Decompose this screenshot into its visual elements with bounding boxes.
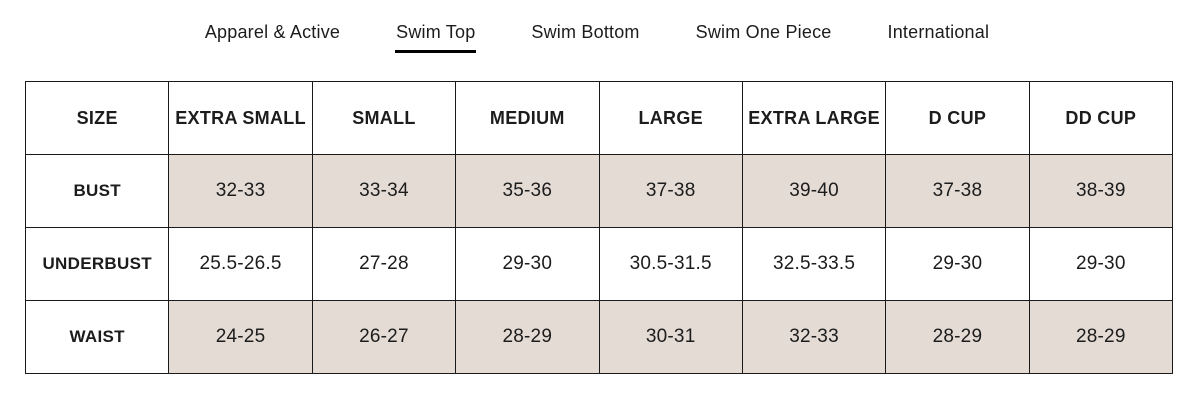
tab-swim-top[interactable]: Swim Top <box>395 22 477 53</box>
column-header-dd-cup: DD CUP <box>1028 81 1174 155</box>
table-row-waist: WAIST 24-25 26-27 28-29 30-31 32-33 28-29 28-29 <box>24 300 1174 374</box>
cell-bust-dd-cup: 38-39 <box>1028 154 1174 228</box>
size-chart-tabs: Apparel & Active Swim Top Swim Bottom Swim … <box>0 0 1194 81</box>
cell-underbust-dd-cup: 29-30 <box>1028 227 1174 301</box>
cell-underbust-medium: 29-30 <box>455 227 600 301</box>
row-label-waist: WAIST <box>24 300 170 374</box>
size-chart-table: SIZE EXTRA SMALL SMALL MEDIUM LARGE EXTRA LAR… <box>24 81 1174 374</box>
cell-underbust-d-cup: 29-30 <box>885 227 1030 301</box>
cell-waist-extra-small: 24-25 <box>168 300 313 374</box>
cell-bust-extra-large: 39-40 <box>741 154 887 228</box>
column-header-large: LARGE <box>598 81 743 155</box>
table-row-bust: BUST 32-33 33-34 35-36 37-38 39-40 37-38 38-39 <box>24 154 1174 228</box>
column-header-medium: MEDIUM <box>455 81 600 155</box>
tab-apparel-active[interactable]: Apparel & Active <box>204 22 341 53</box>
cell-underbust-extra-small: 25.5-26.5 <box>168 227 313 301</box>
cell-waist-dd-cup: 28-29 <box>1028 300 1174 374</box>
cell-underbust-large: 30.5-31.5 <box>598 227 743 301</box>
column-header-extra-large: EXTRA LARGE <box>741 81 887 155</box>
cell-bust-small: 33-34 <box>311 154 457 228</box>
column-header-small: SMALL <box>311 81 457 155</box>
column-header-extra-small: EXTRA SMALL <box>168 81 313 155</box>
cell-waist-large: 30-31 <box>598 300 743 374</box>
cell-waist-extra-large: 32-33 <box>741 300 887 374</box>
column-header-d-cup: D CUP <box>885 81 1030 155</box>
row-label-bust: BUST <box>24 154 170 228</box>
size-chart-header-row: SIZE EXTRA SMALL SMALL MEDIUM LARGE EXTRA LAR… <box>24 81 1174 155</box>
size-chart-body: BUST 32-33 33-34 35-36 37-38 39-40 37-38 38-39 U… <box>24 154 1174 374</box>
cell-waist-medium: 28-29 <box>455 300 600 374</box>
cell-waist-d-cup: 28-29 <box>885 300 1030 374</box>
cell-bust-large: 37-38 <box>598 154 743 228</box>
tab-international[interactable]: International <box>887 22 991 53</box>
size-chart-section: SIZE EXTRA SMALL SMALL MEDIUM LARGE EXTRA LAR… <box>0 81 1194 374</box>
cell-underbust-extra-large: 32.5-33.5 <box>741 227 887 301</box>
tab-swim-one-piece[interactable]: Swim One Piece <box>695 22 833 53</box>
cell-underbust-small: 27-28 <box>311 227 457 301</box>
cell-bust-extra-small: 32-33 <box>168 154 313 228</box>
cell-waist-small: 26-27 <box>311 300 457 374</box>
table-row-underbust: UNDERBUST 25.5-26.5 27-28 29-30 30.5-31.5 32.… <box>24 227 1174 301</box>
cell-bust-medium: 35-36 <box>455 154 600 228</box>
tab-swim-bottom[interactable]: Swim Bottom <box>530 22 640 53</box>
cell-bust-d-cup: 37-38 <box>885 154 1030 228</box>
row-label-underbust: UNDERBUST <box>24 227 170 301</box>
column-header-size: SIZE <box>24 81 170 155</box>
